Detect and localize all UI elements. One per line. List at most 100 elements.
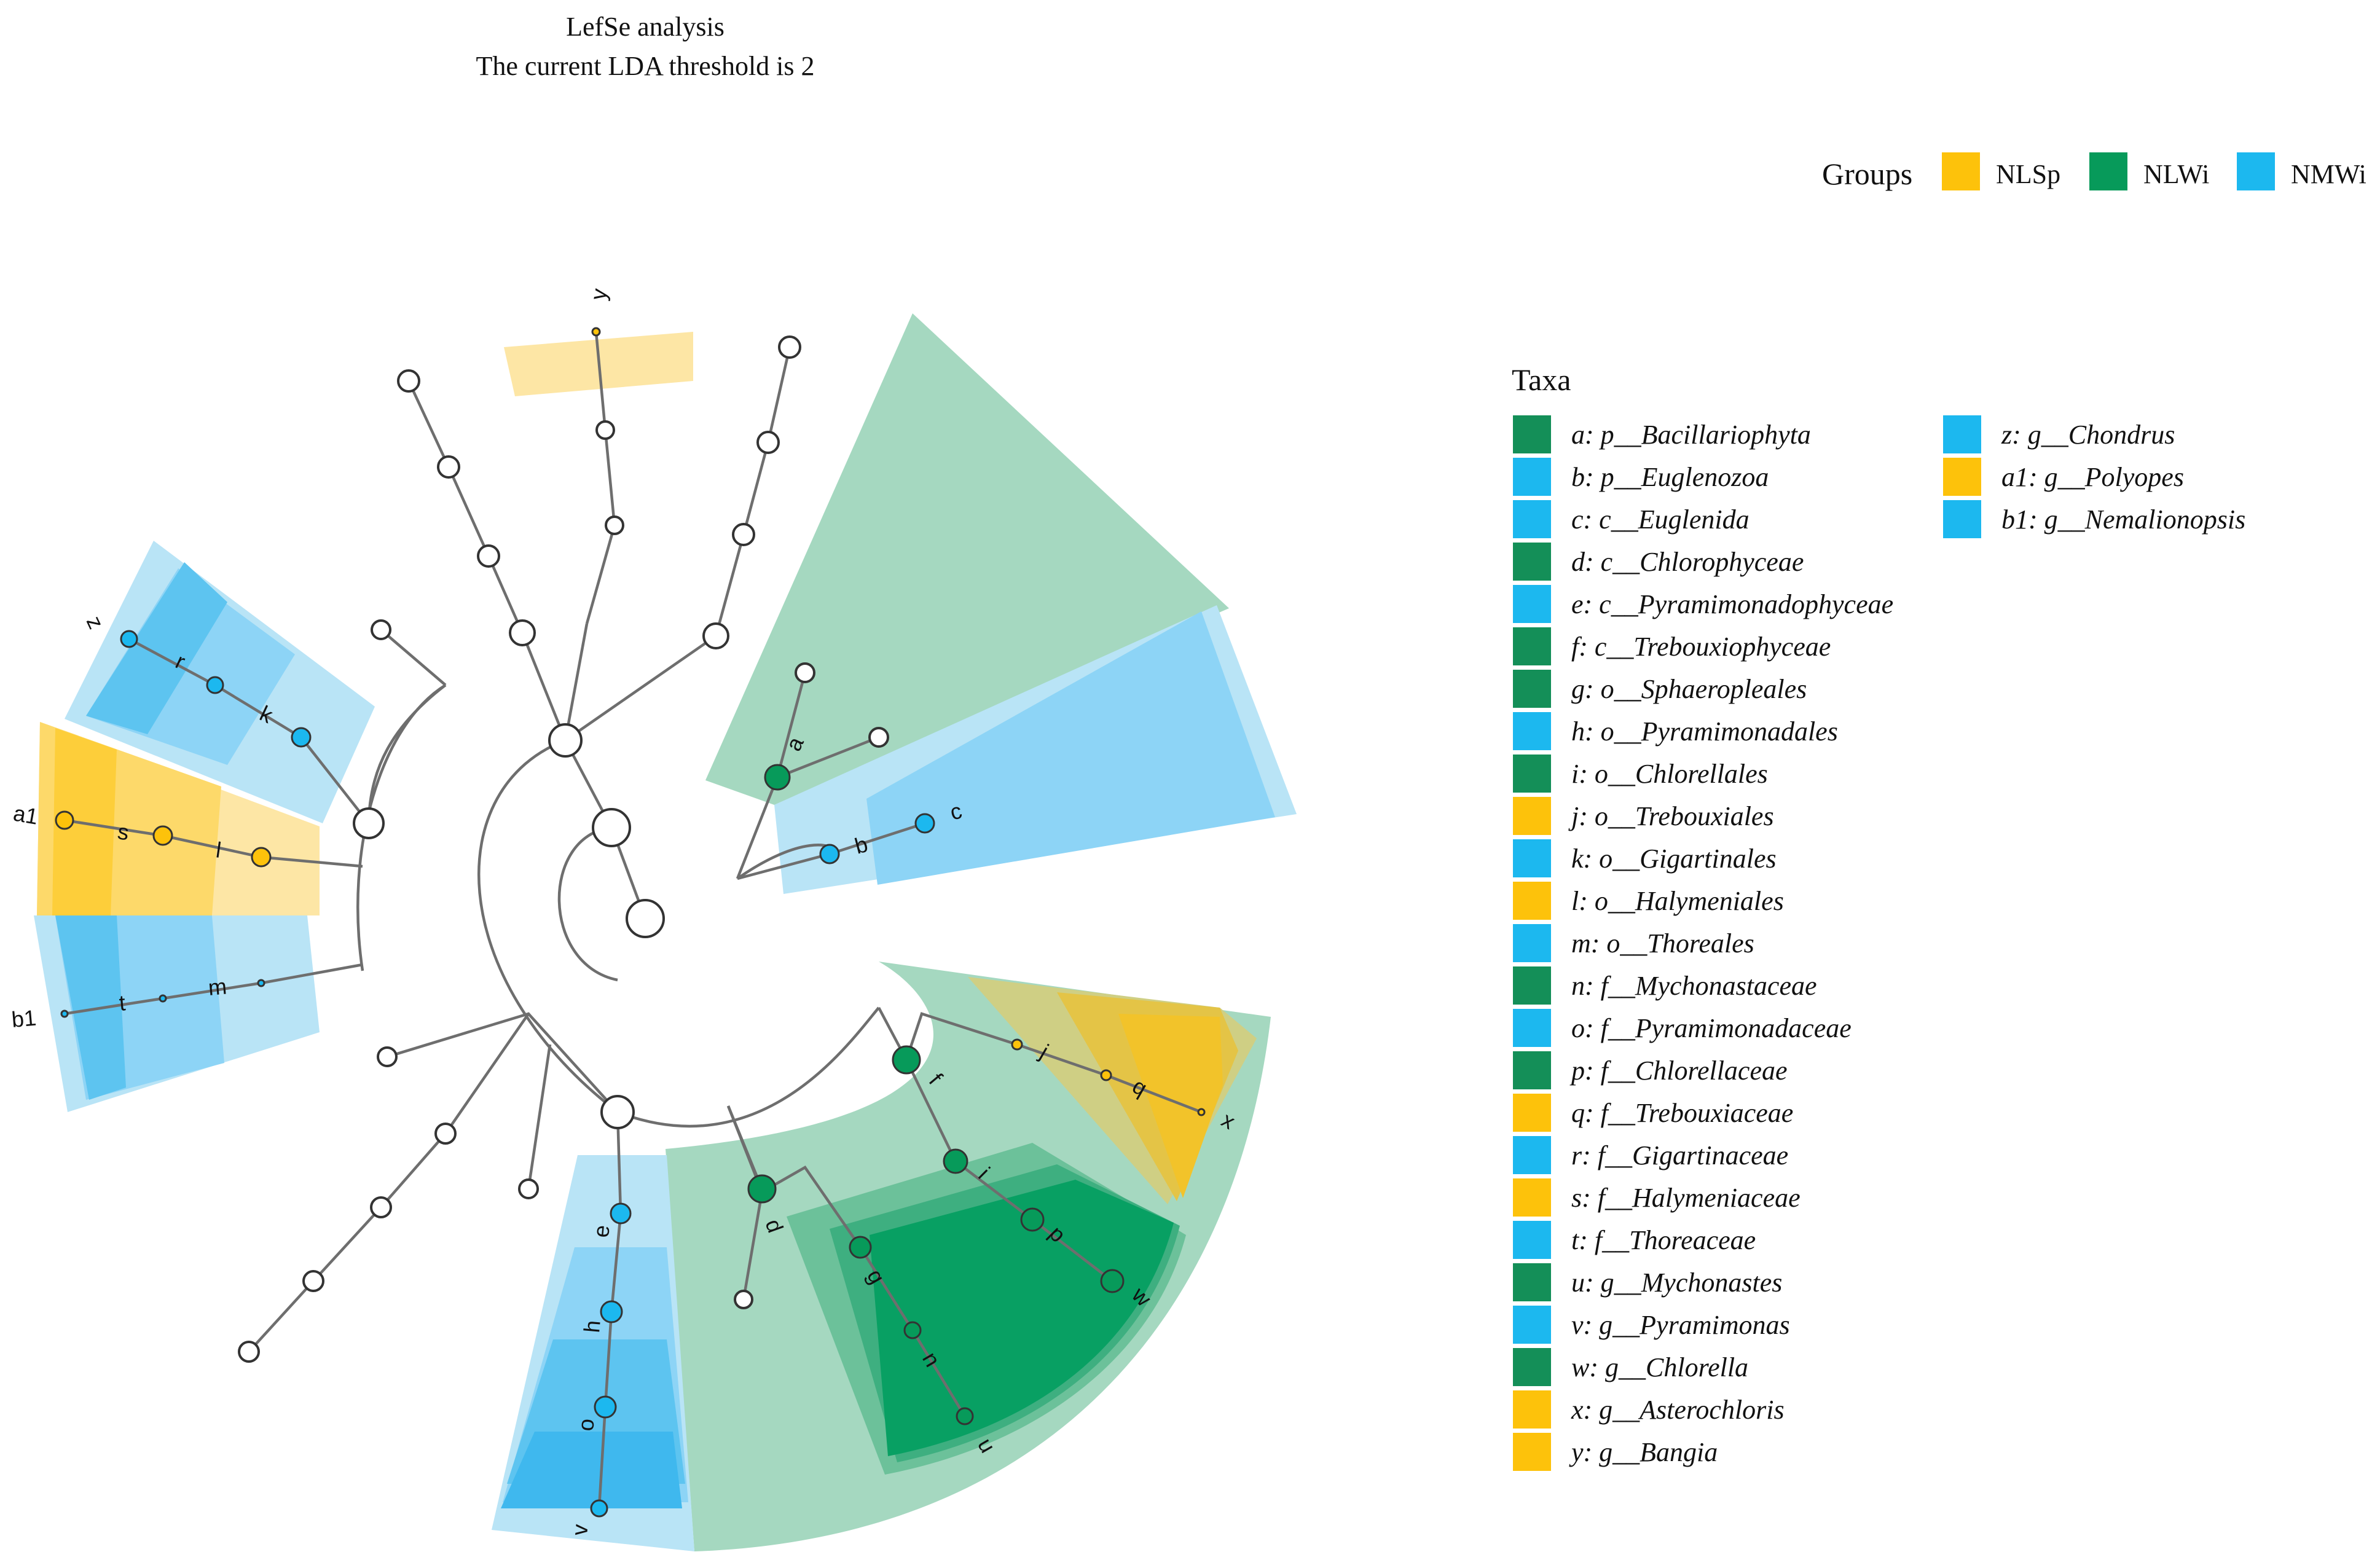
taxa-swatch-a xyxy=(1513,415,1551,453)
node-white xyxy=(595,420,615,440)
node-kingdom xyxy=(592,808,631,847)
taxa-swatch-v xyxy=(1513,1306,1551,1344)
node-e xyxy=(610,1202,632,1225)
taxa-label-r: r: f__Gigartinaceae xyxy=(1571,1140,1788,1170)
taxa-label-w: w: g__Chlorella xyxy=(1571,1352,1748,1382)
taxa-label-y: y: g__Bangia xyxy=(1569,1437,1718,1467)
taxa-swatch-g xyxy=(1513,670,1551,708)
taxa-swatch-f xyxy=(1513,627,1551,665)
node-white xyxy=(371,619,391,640)
node-t xyxy=(159,994,167,1003)
group-swatch-nlsp xyxy=(1942,152,1980,190)
taxa-label-b1: b1: g__Nemalionopsis xyxy=(2001,504,2245,535)
taxa-label-o: o: f__Pyramimonadaceae xyxy=(1571,1013,1852,1043)
node-v xyxy=(590,1499,608,1518)
taxa-heading: Taxa xyxy=(1512,363,1571,397)
taxa-swatch-i xyxy=(1513,755,1551,793)
clade-highlight-a1 xyxy=(52,728,117,915)
node-white xyxy=(518,1178,539,1199)
node-white xyxy=(509,619,536,646)
label-a1: a1 xyxy=(12,801,41,829)
taxa-label-n: n: f__Mychonastaceae xyxy=(1571,971,1817,1001)
label-t: t xyxy=(118,990,127,1016)
taxa-swatch-s xyxy=(1513,1178,1551,1217)
node-h xyxy=(600,1300,623,1323)
taxa-label-b: b: p__Euglenozoa xyxy=(1571,462,1769,492)
node-u xyxy=(956,1407,974,1425)
clade-highlight-z xyxy=(86,562,227,734)
taxa-label-a1: a1: g__Polyopes xyxy=(2001,462,2184,492)
taxa-label-m: m: o__Thoreales xyxy=(1571,928,1754,958)
taxa-swatch-n xyxy=(1513,966,1551,1005)
node-white xyxy=(238,1341,260,1363)
node-y xyxy=(591,327,601,337)
taxa-label-j: j: o__Trebouxiales xyxy=(1568,801,1774,831)
node-d xyxy=(747,1174,777,1204)
group-swatch-nlwi xyxy=(2089,152,2127,190)
node-white xyxy=(370,1196,392,1218)
title-line-2: The current LDA threshold is 2 xyxy=(476,51,814,81)
taxa-label-g: g: o__Sphaeropleales xyxy=(1571,674,1807,704)
node-white xyxy=(734,1290,753,1309)
title-line-1: LefSe analysis xyxy=(566,12,725,42)
taxa-label-s: s: f__Halymeniaceae xyxy=(1571,1183,1801,1213)
node-white xyxy=(600,1095,635,1129)
taxa-label-x: x: g__Asterochloris xyxy=(1571,1395,1785,1425)
taxa-swatch-k xyxy=(1513,839,1551,877)
taxa-label-d: d: c__Chlorophyceae xyxy=(1571,547,1804,577)
node-r xyxy=(206,676,224,694)
taxa-legend: Taxa a: p__Bacillariophyta b: p__Euglenoz… xyxy=(1512,363,2245,1471)
node-n xyxy=(903,1321,922,1339)
group-label-nmwi: NMWi xyxy=(2291,159,2366,189)
taxa-swatch-c xyxy=(1513,500,1551,538)
taxa-label-h: h: o__Pyramimonadales xyxy=(1571,716,1838,747)
label-v: v xyxy=(567,1523,592,1537)
taxa-swatch-h xyxy=(1513,712,1551,750)
taxa-swatch-z xyxy=(1943,415,1981,453)
node-a1 xyxy=(55,810,74,830)
groups-heading: Groups xyxy=(1822,157,1912,191)
node-m xyxy=(257,979,265,987)
clade-highlight-x xyxy=(1118,1014,1223,1198)
taxa-swatch-b xyxy=(1513,458,1551,496)
taxa-label-z: z: g__Chondrus xyxy=(2001,420,2175,450)
taxa-swatch-r xyxy=(1513,1136,1551,1174)
clade-highlights xyxy=(34,313,1297,1551)
taxa-swatch-m xyxy=(1513,924,1551,962)
node-white xyxy=(353,807,385,839)
taxa-swatch-p xyxy=(1513,1051,1551,1089)
node-white xyxy=(397,369,420,393)
figure-title: LefSe analysis The current LDA threshold… xyxy=(476,12,814,81)
taxa-label-a: a: p__Bacillariophyta xyxy=(1571,420,1811,450)
node-white xyxy=(756,431,780,454)
label-m: m xyxy=(207,974,227,1000)
node-j xyxy=(1011,1038,1023,1051)
clade-highlight-v xyxy=(501,1432,682,1508)
label-o: o xyxy=(573,1417,599,1432)
label-e: e xyxy=(588,1224,615,1239)
node-white xyxy=(795,662,815,683)
taxa-label-v: v: g__Pyramimonas xyxy=(1571,1310,1790,1340)
node-g xyxy=(849,1236,872,1259)
node-white xyxy=(302,1270,324,1292)
node-b1 xyxy=(60,1009,69,1018)
taxa-swatch-b1 xyxy=(1943,500,1981,538)
group-swatch-nmwi xyxy=(2237,152,2275,190)
taxa-swatch-x xyxy=(1513,1390,1551,1429)
node-z xyxy=(120,630,138,648)
taxa-label-l: l: o__Halymeniales xyxy=(1571,886,1784,916)
taxa-label-k: k: o__Gigartinales xyxy=(1571,844,1777,874)
group-label-nlsp: NLSp xyxy=(1996,159,2060,189)
clade-highlight-c xyxy=(866,611,1275,885)
node-q xyxy=(1100,1069,1112,1081)
clade-highlight-b1 xyxy=(55,915,126,1100)
label-b1: b1 xyxy=(10,1005,37,1032)
groups-legend: Groups NLSp NLWi NMWi xyxy=(1822,152,2366,191)
taxa-label-q: q: f__Trebouxiaceae xyxy=(1571,1098,1793,1128)
taxa-label-i: i: o__Chlorellales xyxy=(1571,759,1768,789)
tree-edges xyxy=(64,331,1202,1509)
node-l xyxy=(251,847,272,868)
label-s: s xyxy=(116,818,131,845)
